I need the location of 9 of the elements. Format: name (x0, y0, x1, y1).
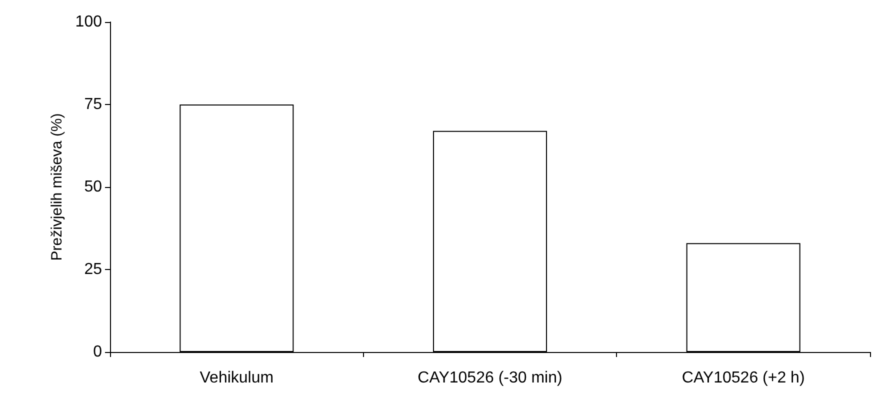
y-tick-label: 0 (93, 344, 102, 360)
y-axis-title: Preživjelih miševa (%) (48, 113, 66, 261)
x-tick-label: CAY10526 (+2 h) (682, 370, 805, 386)
y-tick-label: 50 (84, 178, 102, 196)
y-tick-label: 25 (84, 261, 102, 278)
y-tick-label: 75 (84, 96, 102, 113)
y-tick-label: 100 (75, 14, 102, 30)
x-tick-label: Vehikulum (200, 370, 274, 386)
x-tick-label: CAY10526 (-30 min) (418, 370, 562, 386)
